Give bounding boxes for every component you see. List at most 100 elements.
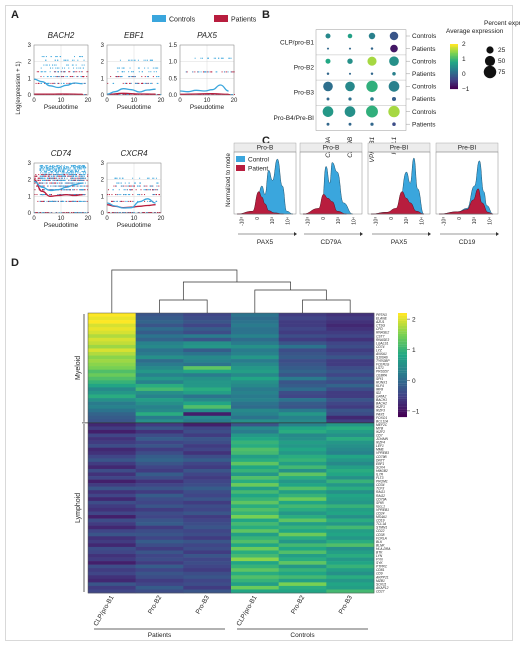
heatmap-cell	[135, 479, 184, 484]
heatmap-cell	[231, 313, 279, 317]
heatmap-cell	[88, 472, 136, 477]
heatmap-cell	[135, 476, 184, 480]
colorbar-step	[398, 346, 407, 350]
point-control	[84, 171, 86, 173]
point-control	[57, 185, 59, 187]
point-patient	[146, 185, 148, 187]
point-control	[64, 185, 66, 187]
point-control	[52, 185, 54, 187]
expression-points	[181, 57, 235, 95]
point-control	[73, 172, 75, 174]
point-control	[71, 174, 73, 176]
y-tick-label: 0.0	[169, 93, 178, 99]
point-zero	[82, 94, 84, 95]
y-tick-label: 1	[101, 194, 105, 200]
point-control	[71, 166, 73, 168]
heatmap-cell	[326, 536, 375, 541]
point-patient	[84, 189, 86, 191]
point-control	[145, 59, 147, 61]
point-control	[63, 175, 65, 177]
heatmap-cell	[231, 568, 279, 573]
heatmap-cell	[278, 405, 327, 409]
point-patient	[129, 185, 131, 187]
point-patient	[34, 177, 36, 179]
heatmap-cell	[278, 476, 327, 480]
point-patient	[111, 194, 113, 196]
heatmap-cell	[231, 468, 279, 473]
point-patient	[125, 185, 127, 187]
heatmap-cell	[88, 451, 136, 456]
point-control	[45, 166, 47, 168]
point-control	[43, 56, 45, 58]
heatmap-cell	[135, 355, 184, 360]
point-zero	[118, 94, 120, 95]
point-control	[39, 168, 41, 170]
gene-row-label: CD38	[376, 533, 385, 537]
point-control	[153, 177, 155, 179]
heatmap-cell	[326, 408, 375, 413]
point-control	[54, 71, 56, 73]
heatmap-cell	[326, 465, 375, 470]
heatmap-cell	[88, 564, 136, 569]
point-zero	[157, 212, 159, 213]
point-patient	[41, 200, 43, 202]
point-zero	[141, 212, 143, 213]
x-tick-label: 0	[105, 98, 109, 104]
point-control	[77, 194, 79, 196]
x-axis-label: Pseudotime	[117, 104, 152, 111]
heatmap-cell	[278, 320, 327, 324]
point-zero	[124, 94, 126, 95]
point-patient	[113, 185, 115, 187]
heatmap-cell	[135, 461, 184, 466]
heatmap-cell	[88, 468, 136, 473]
size-legend-title: Percent expressed	[484, 20, 520, 27]
point-control	[51, 200, 53, 202]
heatmap-cell	[135, 344, 184, 349]
heatmap-cell	[326, 497, 375, 502]
point-control	[79, 177, 81, 179]
panel-c-legend-swatch	[236, 156, 245, 162]
heatmap-cell	[231, 426, 279, 431]
point-patient	[153, 194, 155, 196]
point-control	[80, 174, 82, 176]
x-axis-arrow-head	[428, 232, 431, 236]
heatmap-cell	[326, 539, 375, 544]
point-control	[81, 189, 83, 191]
point-zero	[58, 212, 60, 213]
x-axis-label: Pseudotime	[190, 104, 225, 111]
point-zero	[114, 212, 116, 213]
colorbar-step	[398, 357, 407, 360]
heatmap-cell	[231, 582, 279, 587]
point-zero	[73, 212, 75, 213]
point-zero	[147, 212, 149, 213]
histogram-x-tick: 0	[255, 217, 261, 220]
point-control	[72, 189, 74, 191]
point-zero	[156, 94, 158, 95]
x-tick-label: 10	[131, 216, 138, 222]
point-control	[73, 67, 75, 69]
x-tick-label: 0	[105, 216, 109, 222]
point-control	[52, 67, 54, 69]
point-patient	[128, 76, 130, 78]
point-control	[147, 200, 149, 202]
heatmap-cell	[88, 313, 136, 317]
heatmap-cell	[135, 518, 184, 523]
point-control	[53, 165, 55, 167]
point-control	[83, 177, 85, 179]
point-control	[66, 177, 68, 179]
heatmap-cell	[326, 483, 375, 487]
gene-row-label: RAG1	[376, 490, 385, 494]
y-tick-label: 2	[28, 178, 32, 184]
gene-row-label: MZB1	[376, 579, 385, 583]
heatmap-cell	[326, 589, 375, 594]
histogram-x-tick: 0	[389, 217, 395, 220]
point-control	[115, 177, 117, 179]
point-control	[156, 76, 158, 78]
point-control	[85, 167, 87, 169]
point-control	[118, 189, 120, 191]
point-patient	[130, 189, 132, 191]
point-control	[58, 76, 60, 78]
gene-row-label: FCRLA	[376, 536, 388, 540]
